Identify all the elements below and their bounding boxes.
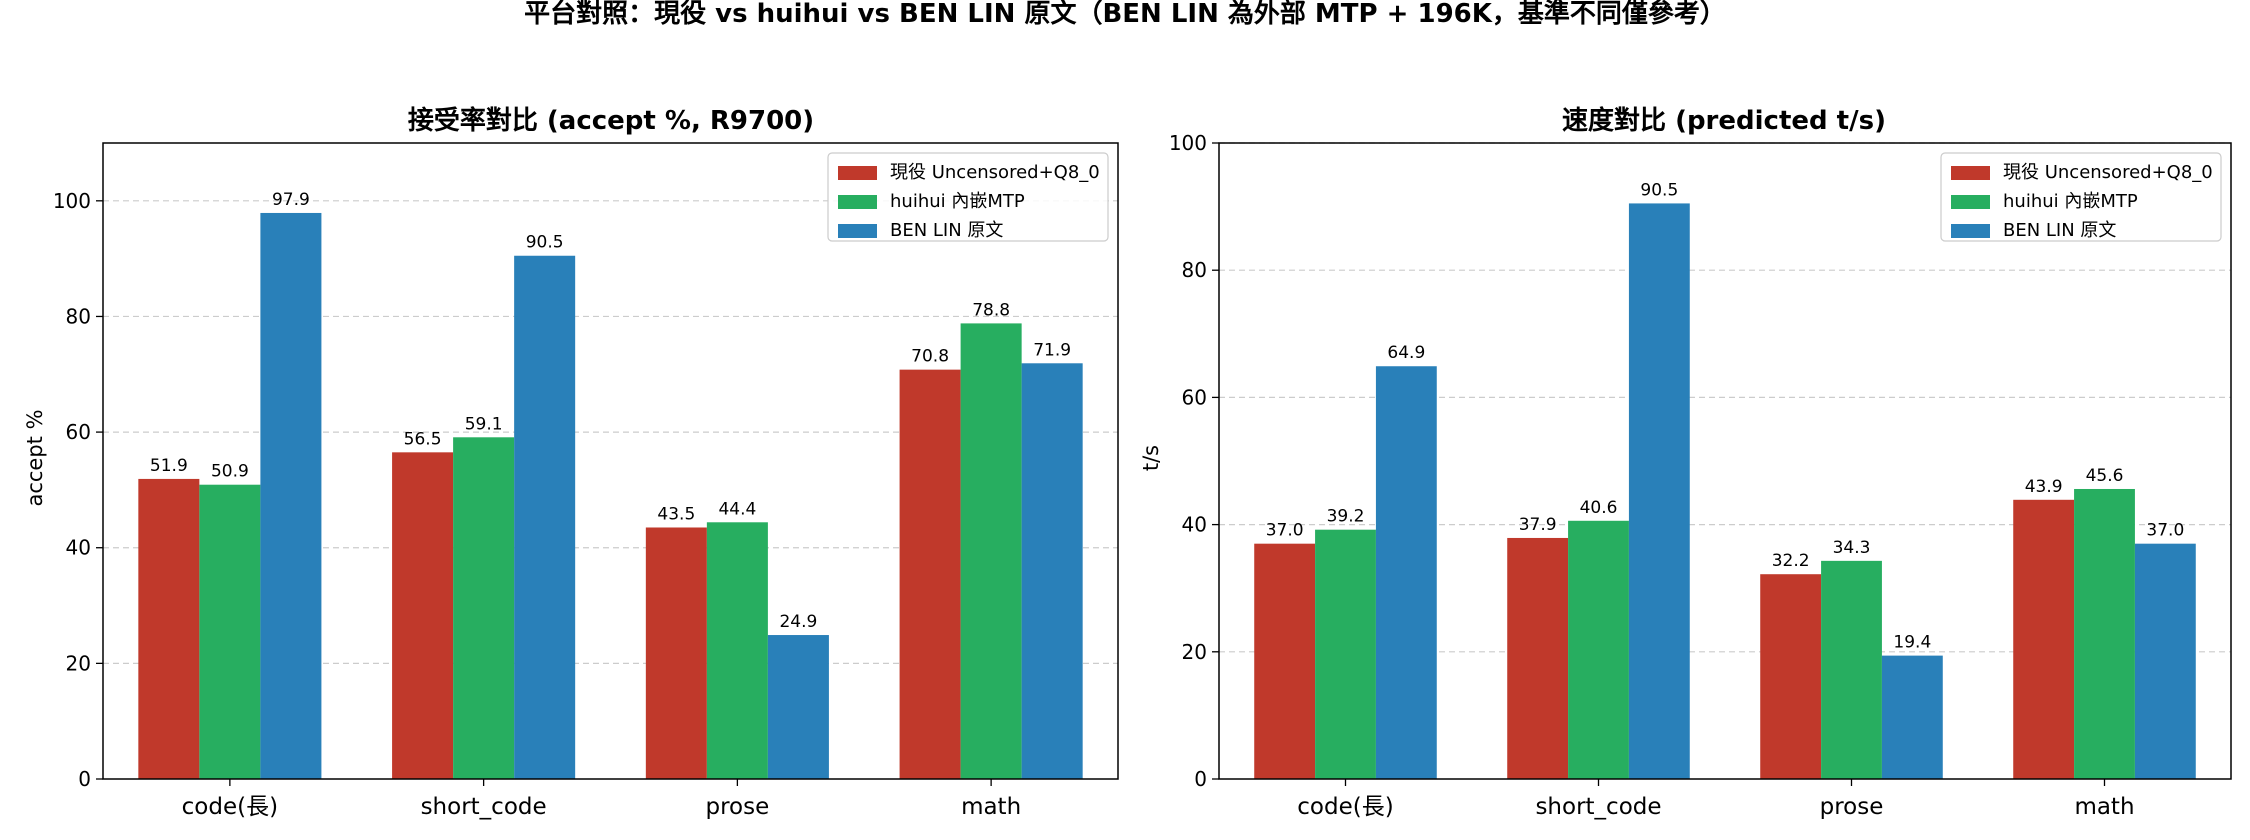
- chart-panel-accept: 接受率對比 (accept %, R9700) accept % 0 20 40 60…: [23, 105, 1119, 820]
- bar-accept-s0-c2: [645, 527, 707, 779]
- y-tick-label: 40: [66, 536, 91, 560]
- bar-accept-s0-c0: [138, 478, 200, 779]
- data-label: 56.5: [404, 429, 442, 449]
- y-axis-label-speed: t/s: [1139, 445, 1163, 471]
- data-label: 64.9: [1387, 343, 1425, 363]
- y-tick-label: 80: [66, 304, 91, 328]
- bar-speed-s1-c0: [1315, 529, 1376, 779]
- data-label: 71.9: [1033, 340, 1071, 360]
- chart-title-accept: 接受率對比 (accept %, R9700): [408, 105, 814, 136]
- data-label: 43.9: [2025, 477, 2063, 497]
- y-tick-label: 40: [1182, 513, 1207, 537]
- legend-swatch: [1951, 224, 1990, 238]
- bar-speed-s1-c3: [2074, 488, 2135, 779]
- data-label: 78.8: [972, 300, 1010, 320]
- data-label: 40.6: [1580, 498, 1618, 518]
- bar-speed-s1-c2: [1821, 560, 1882, 779]
- y-tick-label: 100: [1169, 131, 1207, 155]
- legend-box: [1940, 152, 2222, 242]
- legend-label: 現役 Uncensored+Q8_0: [2003, 162, 2213, 183]
- bar-accept-s2-c2: [767, 635, 829, 779]
- bar-accept-s1-c1: [453, 437, 515, 779]
- legend-swatch: [838, 224, 877, 238]
- legend-label: 現役 Uncensored+Q8_0: [890, 162, 1100, 183]
- y-tick-label: 20: [1182, 640, 1207, 664]
- x-tick-label: code(長): [1297, 794, 1393, 820]
- data-label: 70.8: [911, 347, 949, 367]
- bar-accept-s2-c1: [514, 255, 576, 779]
- bar-accept-s0-c3: [899, 369, 961, 779]
- bar-accept-s1-c3: [960, 323, 1022, 779]
- bar-accept-s1-c2: [706, 522, 768, 779]
- axes-frame: [102, 142, 1119, 780]
- bar-speed-s0-c2: [1760, 574, 1822, 779]
- chart-panel-speed: 速度對比 (predicted t/s) t/s 0 20 40 60 80 100 37.…: [1139, 105, 2232, 820]
- data-label: 32.2: [1772, 551, 1810, 571]
- data-label: 44.4: [718, 499, 756, 519]
- bar-accept-s2-c0: [260, 212, 322, 779]
- bar-speed-s1-c1: [1568, 520, 1629, 779]
- bar-accept-s2-c3: [1021, 363, 1083, 779]
- bar-speed-s2-c1: [1628, 203, 1690, 780]
- chart-title-speed: 速度對比 (predicted t/s): [1562, 105, 1886, 136]
- legend-label: huihui 內嵌MTP: [890, 191, 1025, 212]
- y-tick-label: 60: [1182, 385, 1207, 409]
- legend-label: BEN LIN 原文: [890, 220, 1003, 241]
- legend-swatch: [838, 166, 877, 180]
- y-tick-label: 60: [66, 420, 91, 444]
- bar-speed-s0-c1: [1507, 537, 1569, 779]
- legend-swatch: [838, 195, 877, 209]
- y-tick-label: 0: [1194, 767, 1207, 791]
- data-label: 37.0: [2146, 521, 2184, 541]
- data-label: 90.5: [1640, 180, 1678, 200]
- legend-label: huihui 內嵌MTP: [2003, 191, 2138, 212]
- data-label: 45.6: [2086, 466, 2124, 486]
- bar-speed-s2-c2: [1881, 655, 1943, 779]
- x-tick-label: math: [961, 794, 1021, 820]
- y-axis-label-accept: accept %: [23, 409, 47, 506]
- axes-frame: [1218, 142, 2232, 780]
- legend-swatch: [1951, 166, 1990, 180]
- x-tick-label: math: [2074, 794, 2134, 820]
- bar-speed-s2-c3: [2134, 543, 2196, 779]
- y-tick-label: 0: [78, 767, 91, 791]
- data-label: 51.9: [150, 456, 188, 476]
- figure-suptitle: 平台對照：現役 vs huihui vs BEN LIN 原文（BEN LIN …: [524, 0, 1726, 29]
- data-label: 39.2: [1327, 507, 1365, 527]
- y-tick-label: 100: [53, 189, 91, 213]
- x-tick-label: short_code: [421, 794, 547, 820]
- data-label: 43.5: [657, 504, 695, 524]
- legend-label: BEN LIN 原文: [2003, 220, 2116, 241]
- bar-speed-s2-c0: [1375, 366, 1437, 779]
- x-tick-label: short_code: [1535, 794, 1661, 820]
- data-label: 24.9: [779, 612, 817, 632]
- x-tick-label: prose: [705, 794, 769, 820]
- data-label: 37.9: [1519, 515, 1557, 535]
- x-tick-label: prose: [1820, 794, 1884, 820]
- bar-speed-s0-c0: [1254, 543, 1316, 779]
- data-label: 37.0: [1266, 521, 1304, 541]
- data-label: 50.9: [211, 462, 249, 482]
- legend-box: [827, 152, 1109, 242]
- y-tick-label: 20: [66, 651, 91, 675]
- bar-accept-s0-c1: [392, 452, 454, 779]
- data-label: 34.3: [1833, 538, 1871, 558]
- data-label: 19.4: [1893, 633, 1931, 653]
- legend-swatch: [1951, 195, 1990, 209]
- bar-accept-s1-c0: [199, 484, 261, 779]
- bar-speed-s0-c3: [2013, 499, 2075, 779]
- x-tick-label: code(長): [182, 794, 278, 820]
- data-label: 59.1: [465, 414, 503, 434]
- data-label: 90.5: [526, 233, 564, 253]
- data-label: 97.9: [272, 190, 310, 210]
- y-tick-label: 80: [1182, 258, 1207, 282]
